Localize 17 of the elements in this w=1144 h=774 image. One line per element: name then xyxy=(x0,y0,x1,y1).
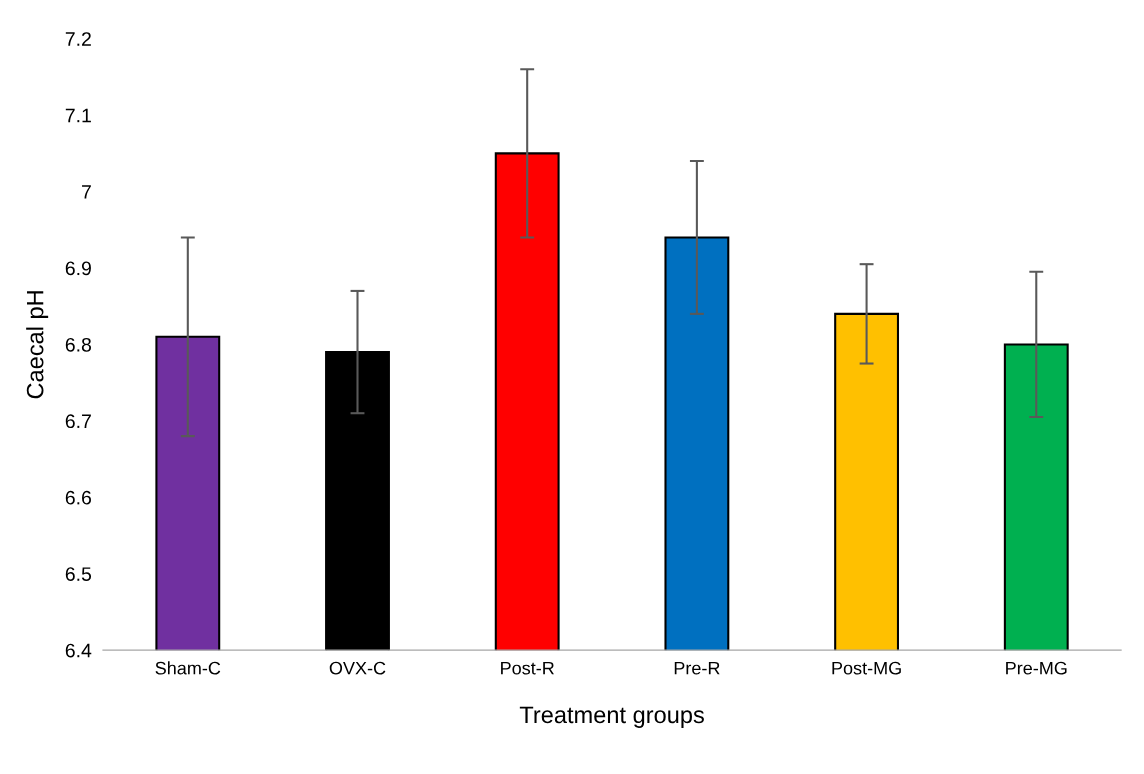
y-axis-title: Caecal pH xyxy=(26,291,49,399)
x-axis-title: Treatment groups xyxy=(519,706,704,728)
x-tick-label: Post-MG xyxy=(832,661,901,675)
y-tick-label: 7 xyxy=(82,185,91,199)
y-tick-label: 6.6 xyxy=(65,490,91,505)
x-tick-label: Pre-MG xyxy=(1006,661,1067,675)
y-tick-label: 6.9 xyxy=(65,261,91,276)
y-tick-label: 7.2 xyxy=(65,32,91,46)
x-tick-label: OVX-C xyxy=(329,661,386,675)
y-tick-label: 6.5 xyxy=(65,567,92,581)
y-tick-label: 6.4 xyxy=(65,643,92,658)
y-tick-label: 7.1 xyxy=(65,108,91,123)
x-tick-label: Sham-C xyxy=(155,661,221,675)
y-tick-label: 6.7 xyxy=(65,414,91,429)
y-tick-label: 6.8 xyxy=(65,337,92,352)
x-tick-label: Pre-R xyxy=(674,661,720,675)
x-tick-label: Post-R xyxy=(501,661,554,675)
